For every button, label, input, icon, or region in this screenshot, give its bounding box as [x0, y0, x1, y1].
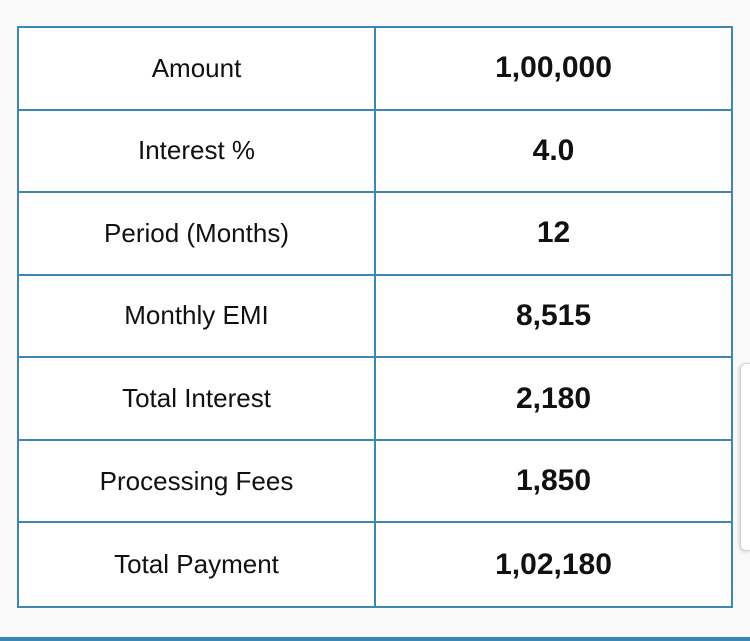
row-value: 8,515: [376, 276, 731, 359]
row-label: Monthly EMI: [19, 275, 376, 359]
bottom-accent-bar: [0, 637, 750, 641]
row-value: 1,850: [376, 441, 731, 524]
row-label: Interest %: [19, 110, 376, 194]
edge-panel-handle[interactable]: [740, 363, 750, 551]
row-label: Total Payment: [19, 523, 376, 606]
row-value: 4.0: [376, 111, 731, 194]
row-value: 2,180: [376, 358, 731, 441]
row-value: 1,00,000: [376, 28, 731, 111]
row-label: Processing Fees: [19, 440, 376, 524]
row-value: 12: [376, 193, 731, 276]
row-label: Total Interest: [19, 358, 376, 441]
emi-summary-table: Amount 1,00,000 Interest % 4.0 Period (M…: [17, 26, 733, 608]
row-value: 1,02,180: [495, 547, 612, 581]
row-label: Period (Months): [19, 193, 376, 276]
row-label: Amount: [19, 28, 376, 111]
